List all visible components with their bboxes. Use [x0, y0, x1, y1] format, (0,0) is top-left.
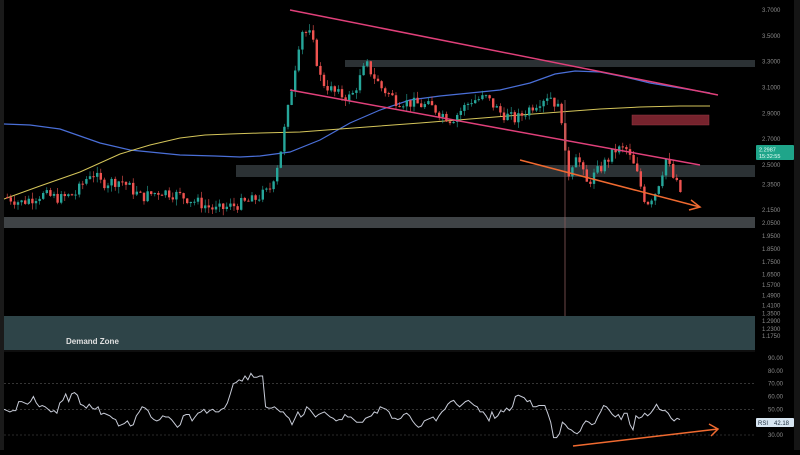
price-tick-label: 2.7000: [762, 137, 781, 143]
arrowhead-icon: [688, 199, 702, 211]
price-tick-label: 1.6500: [762, 273, 781, 279]
current-price-badge: 2.2987 15:32:55: [756, 145, 794, 160]
ma-blue-line: [3, 70, 711, 158]
horizontal-zones: [4, 60, 755, 350]
rsi-line: [3, 372, 681, 439]
price-tick-label: 2.0500: [762, 221, 781, 227]
rsi-tick-label: 90.00: [768, 356, 784, 362]
price-tick-label: 3.7000: [762, 8, 781, 14]
left-edge-bar: [0, 0, 4, 450]
price-tick-label: 1.8500: [762, 247, 781, 253]
current-price-value: 2.2987: [759, 148, 776, 154]
ma-yellow-line: [3, 105, 710, 200]
rsi-tick-label: 80.00: [768, 369, 784, 375]
price-axis[interactable]: 3.7000 3.5000 3.3000 3.1000 2.9000 2.7000 2.50…: [762, 8, 781, 340]
demand-zone-label: Demand Zone: [66, 337, 119, 346]
rsi-tick-label: 70.00: [768, 382, 784, 388]
price-tick-label: 1.3500: [762, 311, 781, 317]
drawing-annotations[interactable]: [289, 9, 719, 316]
rsi-axis[interactable]: 90.00 80.00 70.00 60.00 50.00 30.00: [768, 356, 784, 439]
price-tick-label: 1.7500: [762, 260, 781, 266]
channel-upper-line: [289, 9, 719, 96]
rsi-value-badge: RSI 42.18: [756, 418, 794, 427]
divergence-arrowhead-icon: [708, 423, 720, 437]
right-edge-bar: [794, 0, 800, 450]
price-tick-label: 2.3500: [762, 182, 781, 188]
support-band-lower: [4, 217, 755, 228]
price-tick-label: 1.4900: [762, 293, 781, 299]
price-tick-label: 1.2300: [762, 327, 781, 333]
price-tick-label: 3.3000: [762, 60, 781, 66]
price-tick-label: 1.5700: [762, 283, 781, 289]
rsi-tick-label: 30.00: [768, 433, 784, 439]
rsi-name: RSI: [758, 421, 768, 427]
channel-lower-line: [289, 89, 701, 166]
demand-zone: [4, 316, 755, 350]
price-tick-label: 1.1750: [762, 334, 781, 340]
moving-averages: [3, 70, 711, 200]
candlestick-series: [6, 24, 682, 216]
price-tick-label: 2.5000: [762, 163, 781, 169]
price-tick-label: 2.1500: [762, 208, 781, 214]
price-tick-label: 1.4100: [762, 304, 781, 310]
rsi-current-value: 42.18: [774, 421, 790, 427]
rsi-tick-label: 50.00: [768, 407, 784, 413]
rsi-tick-label: 60.00: [768, 395, 784, 401]
projection-arrow-icon: [519, 159, 701, 208]
price-tick-label: 1.9500: [762, 234, 781, 240]
candle-countdown: 15:32:55: [759, 154, 780, 160]
divergence-arrow-icon: [572, 428, 719, 447]
resistance-band: [345, 60, 755, 67]
support-band-upper: [236, 165, 755, 177]
price-tick-label: 3.1000: [762, 85, 781, 91]
rsi-pane: [3, 372, 755, 447]
supply-box: [631, 114, 710, 126]
price-tick-label: 3.5000: [762, 34, 781, 40]
price-tick-label: 1.2900: [762, 319, 781, 325]
price-tick-label: 2.9000: [762, 111, 781, 117]
